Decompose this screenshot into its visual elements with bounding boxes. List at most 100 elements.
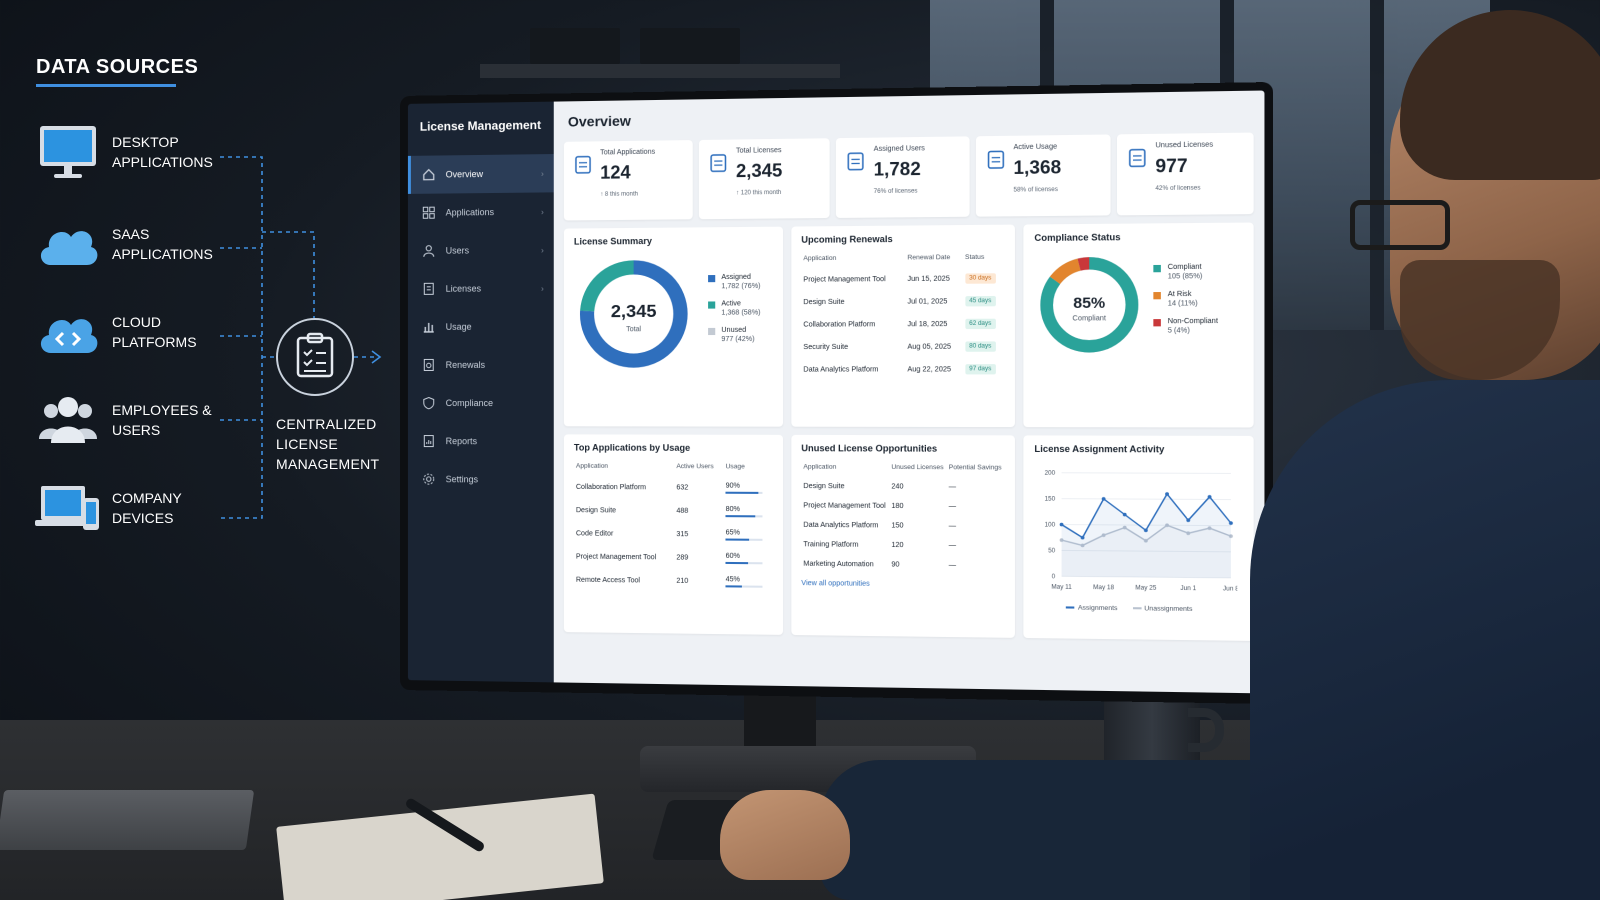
kpi-label: Active Usage: [1013, 143, 1058, 152]
kpi-card[interactable]: Unused Licenses 977 42% of licenses: [1116, 132, 1254, 216]
cell-active-users: 488: [676, 507, 689, 515]
cell-application: Project Management Tool: [803, 502, 886, 510]
nav-item-usage[interactable]: Usage: [408, 307, 554, 346]
cell-potential-savings: —: [948, 561, 957, 570]
nav-item-settings[interactable]: Settings: [408, 460, 554, 499]
renewals-table: Application Renewal Date Status Project Ma…: [801, 252, 1004, 381]
legend-name: At Risk: [1167, 290, 1192, 299]
central-hub: [276, 318, 354, 396]
status-badge: 45 days: [964, 295, 996, 307]
table-row[interactable]: Marketing Automation 90 —: [801, 554, 1004, 575]
table-row[interactable]: Security Suite Aug 05, 2025 80 days: [801, 335, 1004, 358]
kpi-subtext: ↑ 8 this month: [600, 191, 639, 198]
kpi-body: Active Usage 1,368 58% of licenses: [1013, 143, 1061, 208]
usage-bar-fill: [725, 538, 750, 541]
mug-handle: [1188, 708, 1224, 752]
cell-application: Data Analytics Platform: [803, 365, 879, 374]
table-row[interactable]: Remote Access Tool 210 45%: [574, 569, 772, 594]
card-title: Upcoming Renewals: [801, 233, 893, 245]
column-header: Usage: [725, 463, 745, 471]
legend-name: Unused: [721, 326, 747, 334]
table-row[interactable]: Collaboration Platform 632 90%: [574, 476, 772, 500]
kpi-card[interactable]: Active Usage 1,368 58% of licenses: [975, 134, 1111, 217]
table-row[interactable]: Training Platform 120 —: [801, 535, 1004, 556]
usage-percent: 65%: [725, 529, 740, 537]
data-point-assignments: [1207, 494, 1212, 499]
kpi-value: 1,368: [1013, 156, 1062, 179]
table-row[interactable]: Collaboration Platform Jul 18, 2025 62 day…: [801, 312, 1004, 335]
legend-text: Unused 977 (42%): [721, 327, 754, 343]
renew-doc-icon: [422, 358, 436, 372]
nav-item-licenses[interactable]: Licenses ›: [408, 269, 554, 308]
users-group-icon: [32, 388, 104, 452]
cell-status: 97 days: [963, 358, 1005, 381]
data-point-assignments: [1102, 497, 1106, 501]
nav-item-reports[interactable]: Reports: [408, 422, 554, 461]
chevron-right-icon: ›: [541, 168, 544, 178]
cell-unused-licenses: 150: [891, 522, 904, 530]
compliance-donut: 85% Compliant: [1034, 250, 1145, 358]
license-doc-icon: [422, 282, 436, 296]
x-tick-label: May 18: [1093, 585, 1115, 591]
monitor: License Management Overview › Applications…: [400, 81, 1274, 705]
shelf-box: [640, 28, 740, 64]
nav-label: Reports: [445, 436, 478, 447]
table-row[interactable]: Project Management Tool Jun 15, 2025 30 da…: [801, 267, 1004, 291]
report-icon: [422, 434, 436, 448]
data-point-assignments: [1165, 492, 1170, 496]
legend-swatch: [708, 327, 716, 336]
column-header: Application: [575, 462, 609, 470]
cloud-code-icon: [32, 300, 104, 364]
user-icon: [422, 244, 436, 258]
legend-item: Assigned 1,782 (76%): [708, 274, 761, 291]
view-all-opportunities-link[interactable]: View all opportunities: [801, 579, 870, 588]
cell-application: Code Editor: [575, 530, 614, 538]
usage-percent: 80%: [725, 505, 740, 514]
donut-center-value: 2,345: [611, 301, 657, 322]
legend-swatch: [1153, 292, 1162, 300]
cell-usage: 65%: [724, 523, 773, 547]
nav-item-compliance[interactable]: Compliance: [408, 384, 554, 422]
table-row[interactable]: Code Editor 315 65%: [574, 522, 772, 547]
source-saas-applications: SAAS APPLICATIONS: [32, 212, 222, 276]
table-row[interactable]: Design Suite Jul 01, 2025 45 days: [801, 290, 1004, 314]
activity-icon: [984, 148, 1007, 171]
table-row[interactable]: Data Analytics Platform Aug 22, 2025 97 da…: [801, 358, 1004, 381]
person-hair: [1400, 10, 1600, 180]
cell-renewal-date: Jul 01, 2025: [907, 297, 948, 306]
kpi-card[interactable]: Assigned Users 1,782 76% of licenses: [836, 136, 970, 218]
legend-swatch: [1153, 264, 1162, 273]
legend-name: Compliant: [1167, 263, 1202, 272]
nav-item-applications[interactable]: Applications ›: [408, 192, 554, 232]
cell-renewal-date: Jul 18, 2025: [907, 320, 948, 328]
table-row[interactable]: Project Management Tool 180 —: [801, 496, 1004, 517]
table-row[interactable]: Data Analytics Platform 150 —: [801, 516, 1004, 537]
legend-name: Non-Compliant: [1167, 317, 1218, 326]
license-icon: [707, 152, 730, 175]
series-area-unassignments: [1061, 524, 1232, 578]
source-employees-users: EMPLOYEES & USERS: [32, 388, 222, 452]
table-row[interactable]: Design Suite 488 80%: [574, 499, 772, 524]
status-badge: 30 days: [964, 273, 996, 284]
assignment-activity-card: License Assignment Activity 0 50 100 150 200…: [1023, 435, 1254, 641]
data-point-assignments: [1186, 518, 1191, 523]
kpi-card[interactable]: Total Applications 124 ↑ 8 this month: [563, 140, 693, 221]
cell-application: Marketing Automation: [803, 560, 874, 569]
nav-item-users[interactable]: Users ›: [408, 231, 554, 270]
cell-active-users: 210: [676, 577, 689, 585]
table-row[interactable]: Project Management Tool 289 60%: [574, 545, 772, 570]
unused-license-card: Unused License Opportunities Application…: [790, 434, 1016, 638]
table-row[interactable]: Design Suite 240 —: [801, 477, 1004, 498]
x-tick-label: May 11: [1052, 584, 1073, 590]
nav-item-overview[interactable]: Overview ›: [407, 154, 554, 194]
usage-bar-fill: [725, 561, 748, 565]
kpi-card[interactable]: Total Licenses 2,345 ↑ 120 this month: [699, 138, 831, 220]
source-label: DESKTOP APPLICATIONS: [112, 134, 213, 170]
column-header: Renewal Date: [907, 253, 951, 262]
legend-item: Non-Compliant 5 (4%): [1153, 317, 1218, 335]
person-glasses: [1350, 200, 1450, 250]
main-content: Overview Total Applications 124 ↑ 8 this m…: [553, 90, 1265, 694]
license-summary-donut: 2,345 Total: [574, 254, 694, 374]
clipboard-checklist-icon: [295, 332, 335, 383]
nav-item-renewals[interactable]: Renewals: [408, 346, 554, 384]
